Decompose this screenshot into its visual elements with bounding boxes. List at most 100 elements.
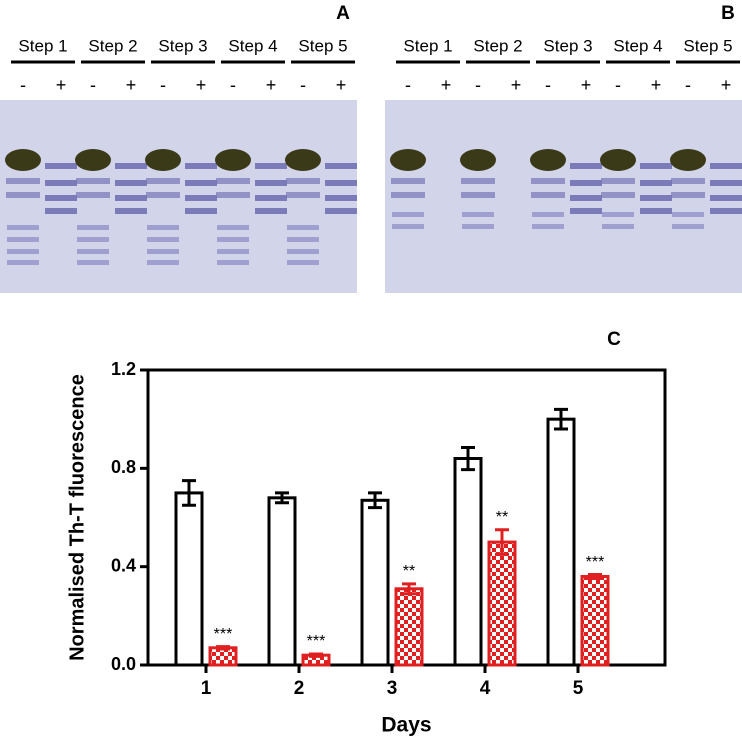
gel-band	[570, 163, 602, 169]
gel-band	[255, 195, 287, 201]
y-tick-label: 0.4	[111, 555, 136, 575]
lane-sign: +	[196, 75, 207, 95]
gel-band	[670, 149, 706, 171]
gel-band	[77, 260, 109, 265]
lane-sign: -	[545, 75, 551, 95]
lane-sign: +	[511, 75, 522, 95]
gel-band	[6, 178, 40, 184]
gel-band	[115, 208, 147, 214]
gel-band	[255, 208, 287, 214]
significance-label: ***	[214, 626, 233, 643]
error-bar	[554, 407, 568, 431]
step-label: Step 5	[683, 36, 732, 55]
gel-band	[325, 180, 357, 186]
gel-band	[640, 195, 672, 201]
y-axis-label: Normalised Th-T fluorescence	[66, 374, 88, 661]
gel-band	[287, 249, 319, 254]
lane-sign: +	[581, 75, 592, 95]
gel-band	[392, 212, 424, 217]
bar	[453, 457, 483, 667]
y-tick-label: 0.8	[111, 457, 136, 477]
lane-sign: -	[90, 75, 96, 95]
gel-band	[147, 225, 179, 230]
lane-sign: -	[685, 75, 691, 95]
gel-band	[216, 192, 250, 198]
gel-band	[531, 178, 565, 184]
gel-band	[146, 178, 180, 184]
gel-band	[115, 180, 147, 186]
error-bar	[216, 645, 230, 651]
gel-band	[462, 212, 494, 217]
gel-band	[45, 180, 77, 186]
gel-band	[45, 195, 77, 201]
lane-sign: +	[721, 75, 732, 95]
gel-band	[217, 237, 249, 242]
gel-band	[7, 260, 39, 265]
gel-band	[6, 192, 40, 198]
x-tick-label: 2	[294, 678, 305, 699]
step-label: Step 4	[613, 36, 662, 55]
gel-band	[286, 192, 320, 198]
gel-band	[602, 212, 634, 217]
y-tick-label: 0.0	[111, 654, 136, 674]
error-bar	[309, 652, 323, 658]
gel-band	[146, 192, 180, 198]
significance-label: **	[496, 509, 508, 526]
gel-band	[217, 260, 249, 265]
gel-band	[325, 195, 357, 201]
gel-band	[147, 260, 179, 265]
bar	[394, 587, 424, 667]
gel-band	[286, 178, 320, 184]
lane-sign: -	[475, 75, 481, 95]
gel-band	[287, 225, 319, 230]
gel-band	[145, 149, 181, 171]
step-label: Step 1	[18, 36, 67, 55]
panel-label: B	[721, 3, 735, 24]
error-bar	[402, 582, 416, 596]
gel-band	[45, 163, 77, 169]
gel-band	[45, 208, 77, 214]
gel-band	[287, 260, 319, 265]
x-tick-label: 4	[480, 678, 491, 699]
bar	[360, 498, 390, 667]
step-label: Step 5	[298, 36, 347, 55]
gel-band	[77, 249, 109, 254]
lane-sign: +	[266, 75, 277, 95]
gel-band	[601, 192, 635, 198]
gel-band	[640, 180, 672, 186]
gel-band	[672, 224, 704, 229]
gel-band	[710, 208, 742, 214]
gel-band	[76, 178, 110, 184]
gel-band	[531, 192, 565, 198]
gel-band	[391, 192, 425, 198]
gel-band	[602, 224, 634, 229]
gel-band	[640, 163, 672, 169]
gel-band	[255, 163, 287, 169]
gel-band	[461, 178, 495, 184]
gel-band	[710, 163, 742, 169]
error-bar	[275, 491, 289, 505]
gel-band	[570, 208, 602, 214]
gel-band	[7, 225, 39, 230]
gel-band	[285, 149, 321, 171]
gel-band	[532, 212, 564, 217]
bar	[487, 540, 517, 667]
lane-sign: -	[615, 75, 621, 95]
significance-label: ***	[586, 554, 605, 571]
step-label: Step 1	[403, 36, 452, 55]
gel-band	[7, 249, 39, 254]
gel-band	[77, 237, 109, 242]
gel-band	[325, 163, 357, 169]
lane-sign: +	[651, 75, 662, 95]
gel-band	[570, 195, 602, 201]
gel-band	[185, 180, 217, 186]
gel-band	[287, 237, 319, 242]
gel-band	[671, 192, 705, 198]
gel-band	[185, 163, 217, 169]
gel-band	[391, 178, 425, 184]
gel-band	[216, 178, 250, 184]
gel-band	[5, 149, 41, 171]
gel-band	[147, 249, 179, 254]
gel-band	[215, 149, 251, 171]
